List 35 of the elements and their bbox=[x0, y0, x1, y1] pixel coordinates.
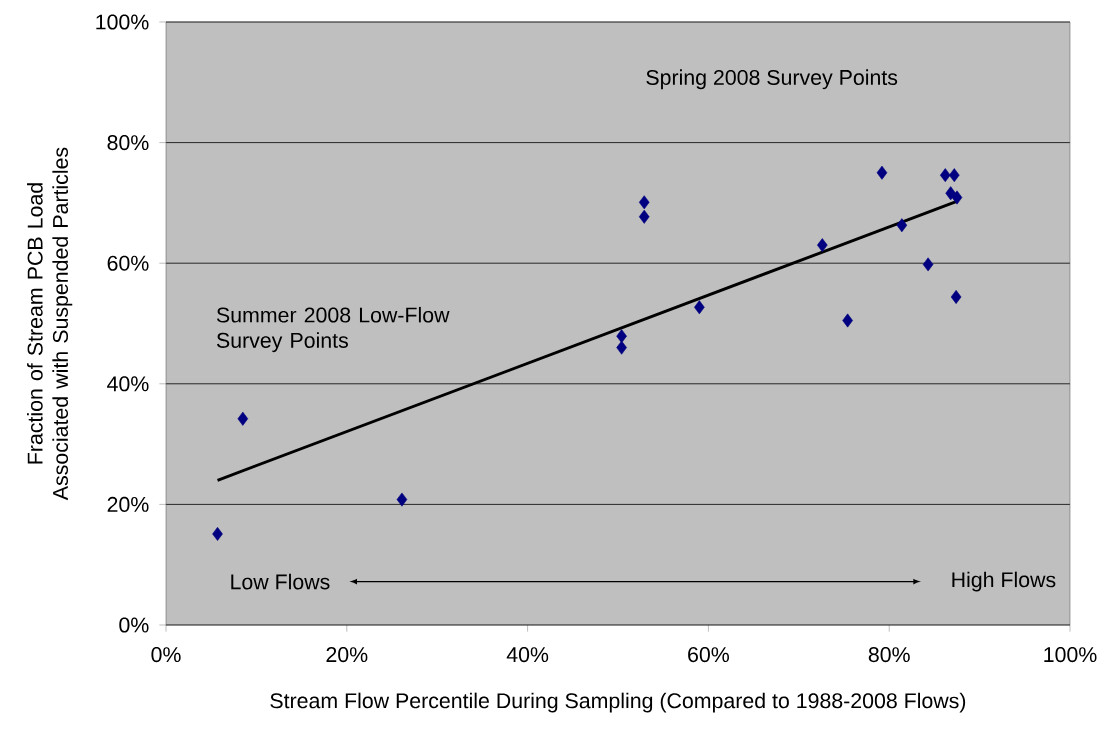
x-axis-title: Stream Flow Percentile During Sampling (Compared to 1988-2008 Flows) bbox=[270, 692, 966, 713]
point bbox=[817, 238, 828, 253]
point bbox=[842, 313, 853, 328]
point bbox=[616, 340, 627, 355]
point bbox=[237, 411, 249, 426]
point bbox=[638, 195, 650, 210]
annotation: Low Flows bbox=[231, 573, 330, 590]
point bbox=[876, 165, 888, 180]
annotation: Spring 2008 Survey Points bbox=[646, 69, 898, 90]
x-tick-label: 0% bbox=[151, 647, 181, 663]
point bbox=[950, 290, 962, 304]
point bbox=[951, 190, 963, 205]
x-tick-label: 40% bbox=[506, 647, 549, 663]
y-tick-label: 60% bbox=[107, 255, 149, 271]
point bbox=[922, 257, 934, 272]
y-tick-label: 20% bbox=[107, 496, 149, 512]
x-tick-label: 20% bbox=[326, 647, 368, 663]
point bbox=[212, 527, 223, 541]
y-axis-title: Fraction of Stream PCB Load Associated with Suspended Particles bbox=[27, 147, 73, 501]
point bbox=[896, 218, 908, 233]
x-tick-label: 100% bbox=[1044, 647, 1097, 663]
annotation: High Flows bbox=[952, 571, 1056, 592]
point bbox=[396, 492, 408, 507]
point bbox=[949, 168, 960, 183]
y-tick-label: 0% bbox=[119, 617, 149, 633]
point bbox=[694, 300, 705, 315]
y-tick-label: 80% bbox=[107, 135, 149, 151]
point bbox=[638, 209, 650, 224]
x-tick-label: 80% bbox=[868, 647, 910, 663]
point bbox=[616, 329, 627, 344]
point bbox=[939, 168, 951, 183]
y-tick-label: 40% bbox=[107, 376, 149, 392]
y-tick-label: 100% bbox=[96, 14, 149, 30]
x-tick-label: 60% bbox=[688, 647, 729, 663]
annotation: Summer 2008 Low-Flow Survey Points bbox=[216, 306, 450, 353]
